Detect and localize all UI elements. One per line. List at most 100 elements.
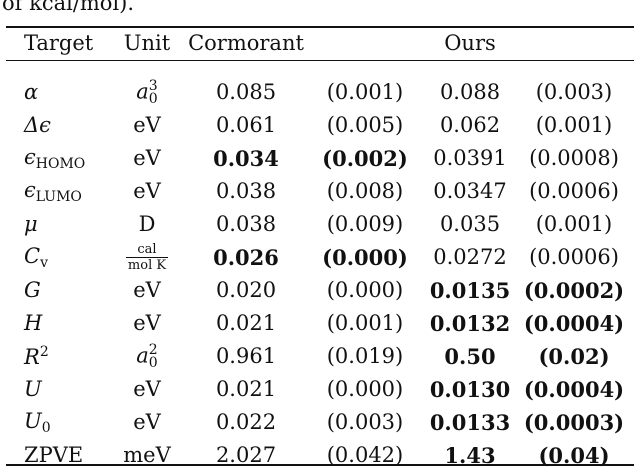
results-table: Target Unit Cormorant Ours α a 3 0 0.085 (0.0…	[16, 27, 628, 472]
header-spacer	[310, 27, 420, 60]
ours-value: 0.035	[439, 212, 501, 236]
table-row: μ D 0.038 (0.009) 0.035 (0.001)	[16, 208, 628, 241]
ours-error: (0.003)	[535, 80, 613, 104]
unit-cell: eV	[112, 175, 182, 208]
cormorant-error: (0.000)	[326, 377, 404, 401]
target-cell: U	[16, 373, 112, 406]
unit-text: D	[138, 212, 156, 236]
target-cell: ϵLUMO	[16, 175, 112, 208]
cormorant-value: 0.038	[215, 179, 277, 203]
target-cell: G	[16, 274, 112, 307]
ours-value: 1.43	[444, 443, 496, 468]
cormorant-error: (0.008)	[326, 179, 404, 203]
table-row: R2 a 2 0 0.961 (0.019) 0.50 (0.02)	[16, 340, 628, 373]
cormorant-value: 0.021	[215, 377, 277, 401]
ours-error: (0.0004)	[523, 377, 625, 402]
unit-subscript: 0	[148, 354, 158, 371]
target-symbol: C	[24, 243, 41, 268]
caption-tail: of kcal/mol).	[2, 0, 135, 15]
header-ours: Ours	[444, 31, 496, 55]
target-symbol: μ	[24, 212, 38, 236]
ours-error: (0.0008)	[529, 146, 619, 170]
ours-error: (0.04)	[538, 443, 610, 468]
cormorant-value: 0.038	[215, 212, 277, 236]
ours-error: (0.0006)	[529, 179, 619, 203]
cormorant-error: (0.009)	[326, 212, 404, 236]
cormorant-error: (0.019)	[326, 344, 404, 368]
ours-error: (0.0006)	[529, 245, 619, 269]
unit-cell: D	[112, 208, 182, 241]
ours-value: 0.0135	[429, 278, 511, 303]
cormorant-value: 0.022	[215, 410, 277, 434]
target-subscript: v	[40, 254, 48, 271]
cormorant-value: 0.061	[215, 113, 277, 137]
unit-superscript: 3	[148, 77, 158, 94]
ours-value: 0.0132	[429, 311, 511, 336]
ours-error: (0.0004)	[523, 311, 625, 336]
unit-text: eV	[133, 410, 161, 434]
unit-text: eV	[133, 179, 161, 203]
ours-value: 0.0133	[429, 410, 511, 435]
cormorant-error: (0.005)	[326, 113, 404, 137]
unit-cell: meV	[112, 439, 182, 472]
header-rule	[6, 60, 634, 61]
table-row: Δϵ eV 0.061 (0.005) 0.062 (0.001)	[16, 109, 628, 142]
table-row: ϵLUMO eV 0.038 (0.008) 0.0347 (0.0006)	[16, 175, 628, 208]
target-subscript: HOMO	[35, 155, 86, 172]
target-cell: H	[16, 307, 112, 340]
unit-text: eV	[133, 146, 161, 170]
cormorant-value: 0.085	[215, 80, 277, 104]
ours-error: (0.001)	[535, 212, 613, 236]
cormorant-error: (0.042)	[326, 443, 404, 467]
header-cormorant: Cormorant	[188, 31, 304, 55]
unit-text: a	[136, 79, 149, 103]
unit-text: eV	[133, 377, 161, 401]
ours-error: (0.0002)	[523, 278, 625, 303]
unit-denominator: mol K	[127, 258, 167, 273]
target-symbol: α	[24, 80, 39, 104]
target-symbol: ZPVE	[24, 443, 84, 467]
ours-value: 0.0347	[433, 179, 507, 203]
ours-error: (0.0003)	[523, 410, 625, 435]
target-symbol: Δϵ	[24, 113, 51, 137]
table-body: α a 3 0 0.085 (0.001) 0.088 (0.003) Δϵ eV 0.061 (0.…	[16, 76, 628, 472]
target-symbol: G	[24, 278, 41, 302]
target-subscript: 0	[41, 419, 51, 436]
cormorant-value: 0.961	[215, 344, 277, 368]
table-row: ϵHOMO eV 0.034 (0.002) 0.0391 (0.0008)	[16, 142, 628, 175]
unit-cell: eV	[112, 142, 182, 175]
unit-subscript: 0	[148, 90, 158, 107]
cormorant-value: 0.021	[215, 311, 277, 335]
cormorant-value: 0.026	[213, 245, 279, 270]
header-target: Target	[24, 31, 94, 55]
unit-text: a	[136, 343, 149, 367]
unit-text: eV	[133, 113, 161, 137]
cormorant-value: 0.034	[213, 146, 279, 171]
unit-cell: eV	[112, 373, 182, 406]
unit-cell: eV	[112, 307, 182, 340]
unit-cell: eV	[112, 109, 182, 142]
target-cell: ϵHOMO	[16, 142, 112, 175]
table-row: α a 3 0 0.085 (0.001) 0.088 (0.003)	[16, 76, 628, 109]
cormorant-error: (0.001)	[326, 80, 404, 104]
table-row: ZPVE meV 2.027 (0.042) 1.43 (0.04)	[16, 439, 628, 472]
target-symbol: R	[24, 345, 40, 369]
target-cell: Δϵ	[16, 109, 112, 142]
ours-value: 0.0272	[433, 245, 507, 269]
target-cell: U0	[16, 406, 112, 439]
unit-cell: cal mol K	[112, 241, 182, 274]
unit-text: meV	[123, 443, 171, 467]
ours-value: 0.0130	[429, 377, 511, 402]
ours-value: 0.088	[439, 80, 501, 104]
header-unit: Unit	[123, 31, 171, 55]
unit-fraction: cal mol K	[125, 242, 169, 273]
target-symbol: U	[24, 408, 42, 433]
ours-error: (0.02)	[538, 344, 610, 369]
